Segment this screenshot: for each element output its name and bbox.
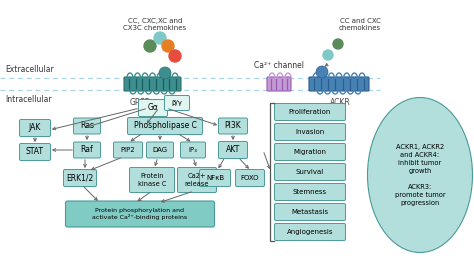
Text: ERK1/2: ERK1/2 (66, 174, 94, 183)
FancyBboxPatch shape (274, 144, 346, 161)
FancyBboxPatch shape (73, 142, 100, 158)
FancyBboxPatch shape (274, 204, 346, 220)
Circle shape (159, 67, 171, 79)
FancyBboxPatch shape (274, 123, 346, 141)
FancyBboxPatch shape (129, 167, 174, 193)
FancyBboxPatch shape (274, 103, 346, 121)
Text: Ca2+
release: Ca2+ release (185, 174, 209, 187)
Text: Ca²⁺ channel: Ca²⁺ channel (254, 60, 304, 69)
Circle shape (144, 40, 156, 52)
FancyBboxPatch shape (219, 142, 247, 158)
Text: FOXO: FOXO (241, 175, 259, 181)
FancyBboxPatch shape (181, 142, 206, 158)
Text: Invasion: Invasion (295, 129, 325, 135)
Circle shape (162, 40, 174, 52)
FancyBboxPatch shape (65, 201, 215, 227)
FancyBboxPatch shape (19, 120, 51, 136)
Text: GPCR: GPCR (129, 98, 151, 107)
Text: NFκB: NFκB (206, 175, 224, 181)
FancyBboxPatch shape (124, 77, 181, 91)
Text: Extracellular: Extracellular (5, 66, 54, 74)
Text: Stemness: Stemness (293, 189, 327, 195)
Text: ACKR1, ACKR2
and ACKR4:
inhibit tumor
growth

ACKR3:
promote tumor
progression: ACKR1, ACKR2 and ACKR4: inhibit tumor gr… (395, 144, 445, 206)
Circle shape (323, 50, 333, 60)
Text: ACKR: ACKR (329, 98, 350, 107)
FancyBboxPatch shape (73, 118, 100, 134)
FancyBboxPatch shape (274, 184, 346, 200)
FancyBboxPatch shape (138, 100, 167, 116)
FancyBboxPatch shape (146, 142, 173, 158)
Text: Protein
kinase C: Protein kinase C (138, 174, 166, 187)
Text: CC and CXC
chemokines: CC and CXC chemokines (339, 18, 381, 31)
Ellipse shape (367, 98, 473, 252)
FancyBboxPatch shape (274, 164, 346, 180)
Text: Raf: Raf (81, 145, 93, 155)
FancyBboxPatch shape (113, 142, 143, 158)
FancyBboxPatch shape (128, 118, 202, 134)
FancyBboxPatch shape (19, 144, 51, 161)
Text: Angiogenesis: Angiogenesis (287, 229, 333, 235)
Text: PI3K: PI3K (225, 122, 241, 131)
FancyBboxPatch shape (236, 169, 264, 187)
Text: PIP2: PIP2 (121, 147, 135, 153)
Text: Phospholipase C: Phospholipase C (134, 122, 196, 131)
Text: Protein phosphorylation and
activate Ca²⁺-binding proteins: Protein phosphorylation and activate Ca²… (92, 208, 188, 220)
Circle shape (333, 39, 343, 49)
Text: JAK: JAK (29, 123, 41, 133)
FancyBboxPatch shape (219, 118, 247, 134)
FancyBboxPatch shape (274, 223, 346, 240)
Text: Ras: Ras (80, 122, 94, 131)
Text: AKT: AKT (226, 145, 240, 155)
Text: Proliferation: Proliferation (289, 109, 331, 115)
FancyBboxPatch shape (64, 169, 97, 187)
Text: STAT: STAT (26, 147, 44, 156)
Circle shape (169, 50, 181, 62)
Text: Migration: Migration (293, 149, 327, 155)
FancyBboxPatch shape (309, 77, 369, 91)
FancyBboxPatch shape (200, 169, 230, 187)
Text: Metastasis: Metastasis (292, 209, 328, 215)
Text: CC, CXC,XC and
CX3C chemokines: CC, CXC,XC and CX3C chemokines (123, 18, 187, 31)
FancyBboxPatch shape (177, 167, 217, 193)
Text: β/γ: β/γ (172, 100, 182, 106)
Text: Intracellular: Intracellular (5, 95, 52, 104)
Text: Gα: Gα (147, 103, 158, 112)
FancyBboxPatch shape (164, 95, 190, 111)
Text: IP₃: IP₃ (189, 147, 198, 153)
Text: Survival: Survival (296, 169, 324, 175)
FancyBboxPatch shape (267, 77, 291, 91)
Circle shape (154, 32, 166, 44)
Circle shape (316, 66, 328, 78)
Text: DAG: DAG (153, 147, 168, 153)
